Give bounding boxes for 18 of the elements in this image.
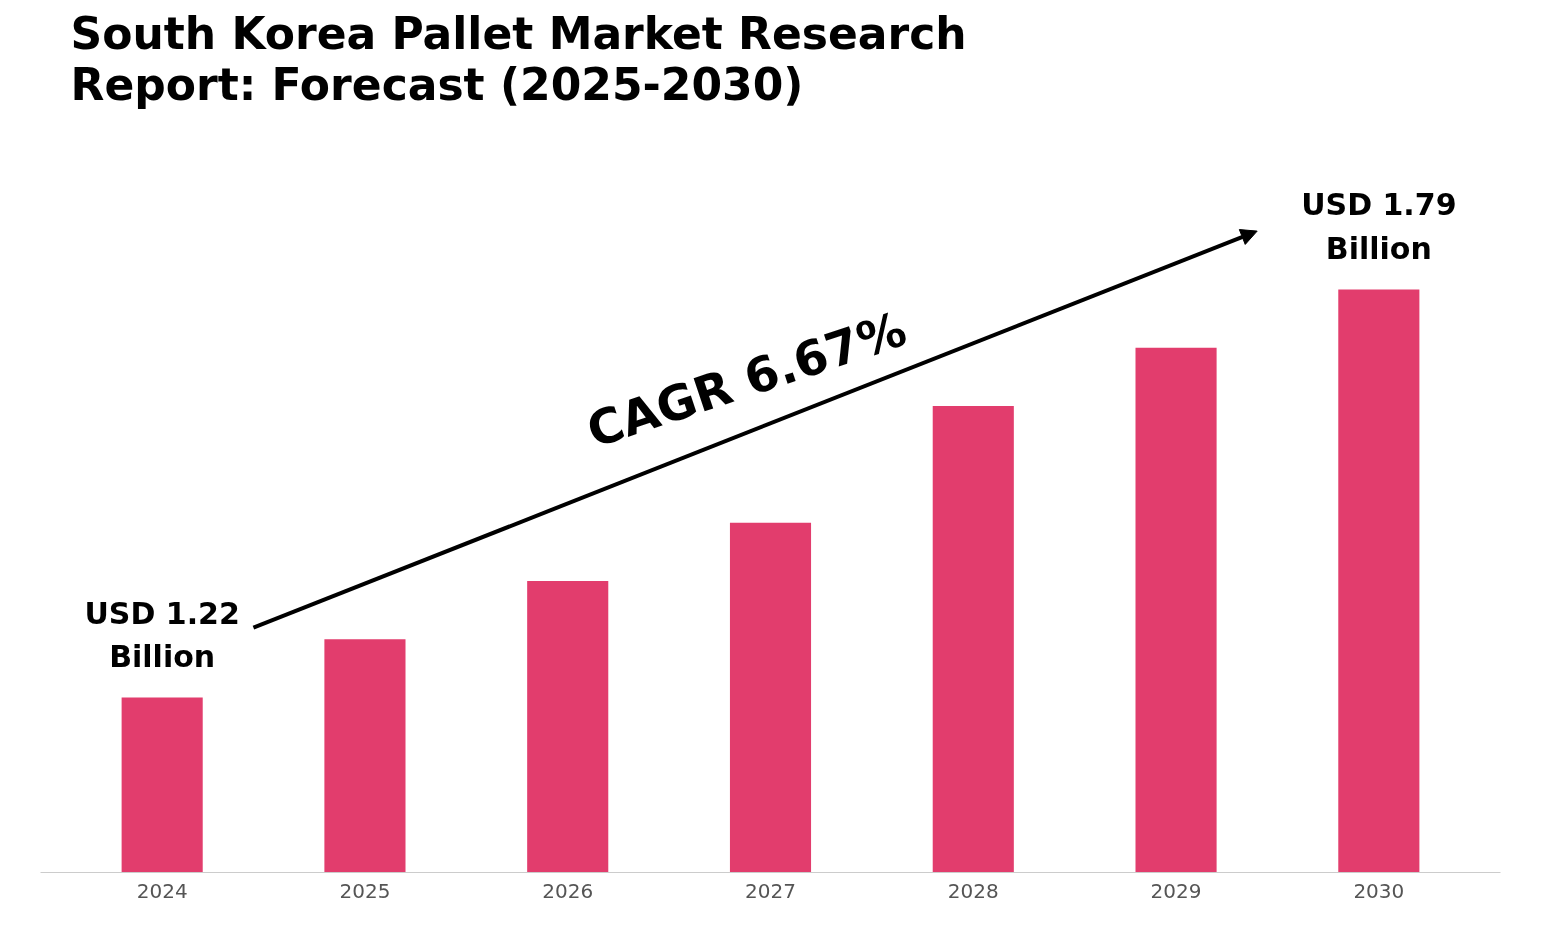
chart-title: South Korea Pallet Market Research Report: Forecast (2025-2030) <box>70 7 967 110</box>
annotation: USD 1.22 Billion <box>84 595 240 675</box>
bar <box>1338 289 1420 873</box>
annotation: CAGR 6.67% <box>580 300 913 459</box>
bar <box>1135 347 1217 873</box>
x-tick-label: 2024 <box>136 878 188 903</box>
x-tick-label: 2030 <box>1353 878 1405 903</box>
annotation: USD 1.79 Billion <box>1301 187 1457 267</box>
bar <box>121 697 203 873</box>
bar <box>527 580 609 873</box>
x-tick-label: 2029 <box>1150 878 1202 903</box>
x-tick-label: 2028 <box>947 878 999 903</box>
x-tick-label: 2026 <box>542 878 594 903</box>
x-tick-label: 2025 <box>339 878 391 903</box>
bar <box>932 406 1014 873</box>
bar <box>729 522 812 873</box>
x-tick-label: 2027 <box>745 878 796 903</box>
bar <box>324 639 406 873</box>
